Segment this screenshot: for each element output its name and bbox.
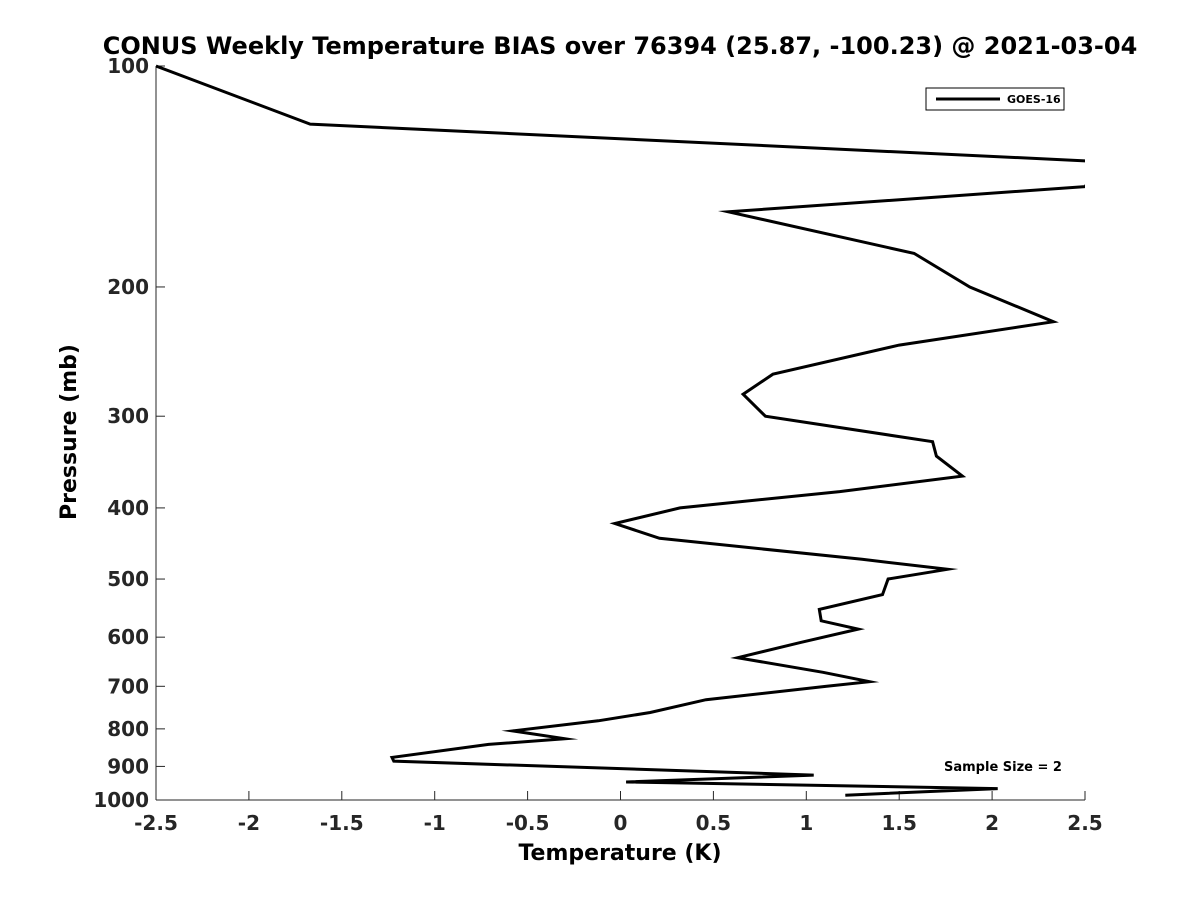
y-tick-label: 400: [107, 496, 149, 520]
x-tick-label: -0.5: [506, 811, 550, 835]
x-tick-label: 1.5: [881, 811, 916, 835]
x-tick-label: -1: [424, 811, 446, 835]
legend: GOES-16: [925, 87, 1065, 111]
chart-title: CONUS Weekly Temperature BIAS over 76394…: [103, 32, 1138, 60]
x-tick-label: 0: [614, 811, 628, 835]
x-tick-label: 0.5: [696, 811, 731, 835]
x-tick-label: 2.5: [1067, 811, 1102, 835]
x-tick-label: 1: [799, 811, 813, 835]
plot-axes: -2.5 -2 -1.5 -1 -0.5 0 0.5 1 1.5 2 2.5 100 200 300 400…: [93, 54, 1102, 835]
y-tick-label: 200: [107, 275, 149, 299]
y-tick-label: 500: [107, 567, 149, 591]
x-tick-label: -2: [238, 811, 260, 835]
x-tick-label: -2.5: [134, 811, 178, 835]
y-axis-label: Pressure (mb): [57, 344, 82, 520]
series-line-goes-16: [156, 64, 1085, 797]
series-layer: [156, 64, 1085, 797]
sample-size-note: Sample Size = 2: [944, 760, 1062, 775]
y-tick-label: 300: [107, 404, 149, 428]
legend-label-goes-16: GOES-16: [1007, 93, 1061, 106]
x-tick-label: 2: [985, 811, 999, 835]
y-tick-label: 100: [107, 54, 149, 78]
y-tick-label: 800: [107, 717, 149, 741]
y-tick-label: 600: [107, 625, 149, 649]
y-tick-label: 900: [107, 754, 149, 778]
x-tick-label: -1.5: [320, 811, 364, 835]
y-tick-label: 1000: [93, 788, 149, 812]
y-tick-label: 700: [107, 674, 149, 698]
x-axis-label: Temperature (K): [518, 841, 721, 866]
